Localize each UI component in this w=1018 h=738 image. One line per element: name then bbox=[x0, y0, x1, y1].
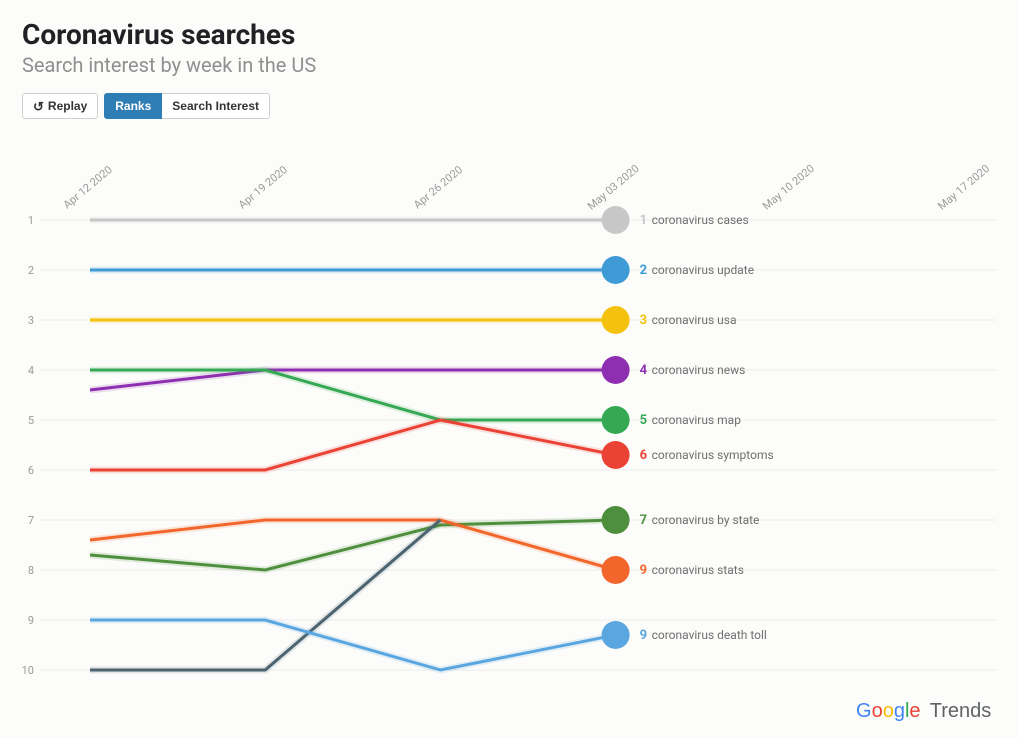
y-axis-label: 2 bbox=[28, 264, 34, 277]
y-axis-label: 5 bbox=[28, 414, 34, 427]
ranks-label: Ranks bbox=[115, 99, 151, 113]
y-axis-label: 4 bbox=[28, 364, 34, 377]
series-rank-label: 3 bbox=[640, 313, 647, 328]
replay-label: Replay bbox=[48, 99, 87, 113]
chart-container: Apr 12 2020 Apr 19 2020 Apr 26 2020 May 03 … bbox=[22, 140, 996, 700]
y-axis-label: 6 bbox=[28, 464, 34, 477]
x-axis-label: Apr 26 2020 bbox=[411, 163, 465, 211]
series-name-label: coronavirus news bbox=[652, 363, 746, 377]
series-name-label: coronavirus by state bbox=[652, 513, 760, 527]
y-axis-label: 10 bbox=[22, 664, 34, 677]
series-rank-label: 2 bbox=[640, 263, 647, 278]
series-end-marker bbox=[602, 441, 630, 469]
series-name-label: coronavirus stats bbox=[652, 563, 744, 577]
series-rank-label: 9 bbox=[640, 563, 647, 578]
replay-icon: ↺ bbox=[33, 100, 44, 113]
controls-bar: ↺ Replay Ranks Search Interest bbox=[0, 85, 1018, 119]
series-end-marker bbox=[602, 556, 630, 584]
series-line bbox=[90, 620, 616, 670]
google-trends-logo: Google Trends bbox=[856, 697, 996, 728]
series-name-label: coronavirus update bbox=[652, 263, 755, 277]
series-rank-label: 1 bbox=[640, 213, 647, 228]
y-axis-label: 9 bbox=[28, 614, 34, 627]
search-interest-label: Search Interest bbox=[172, 99, 259, 113]
series-name-label: coronavirus death toll bbox=[652, 628, 767, 642]
x-axis-label: Apr 19 2020 bbox=[236, 163, 290, 211]
header: Coronavirus searches Search interest by … bbox=[0, 0, 1018, 85]
x-axis-label: May 17 2020 bbox=[935, 162, 992, 213]
search-interest-tab[interactable]: Search Interest bbox=[162, 93, 270, 119]
series-end-marker bbox=[602, 306, 630, 334]
bump-chart: Apr 12 2020 Apr 19 2020 Apr 26 2020 May 03 … bbox=[22, 140, 996, 700]
series-rank-label: 7 bbox=[640, 513, 647, 528]
svg-text:Google Trends: Google Trends bbox=[856, 700, 991, 722]
series-end-marker bbox=[602, 506, 630, 534]
series-end-marker bbox=[602, 356, 630, 384]
series-halo bbox=[90, 520, 440, 670]
x-axis-label: May 03 2020 bbox=[585, 162, 642, 213]
replay-button[interactable]: ↺ Replay bbox=[22, 93, 98, 119]
series-end-marker bbox=[602, 621, 630, 649]
series-end-marker bbox=[602, 406, 630, 434]
y-axis-label: 1 bbox=[28, 214, 34, 227]
series-end-marker bbox=[602, 256, 630, 284]
series-rank-label: 5 bbox=[640, 413, 647, 428]
page-title: Coronavirus searches bbox=[22, 18, 996, 51]
series-rank-label: 4 bbox=[640, 363, 648, 378]
x-axis-label: Apr 12 2020 bbox=[61, 163, 115, 211]
y-axis-label: 3 bbox=[28, 314, 34, 327]
series-rank-label: 6 bbox=[640, 448, 648, 463]
x-axis-label: May 10 2020 bbox=[760, 162, 817, 213]
y-axis-label: 8 bbox=[28, 564, 34, 577]
ranks-tab[interactable]: Ranks bbox=[104, 93, 162, 119]
series-name-label: coronavirus symptoms bbox=[652, 448, 774, 462]
series-name-label: coronavirus usa bbox=[652, 313, 737, 327]
series-name-label: coronavirus cases bbox=[652, 213, 749, 227]
series-line bbox=[90, 520, 440, 670]
series-end-marker bbox=[602, 206, 630, 234]
series-name-label: coronavirus map bbox=[652, 413, 742, 427]
series-rank-label: 9 bbox=[640, 628, 647, 643]
series-line bbox=[90, 420, 616, 470]
page-subtitle: Search interest by week in the US bbox=[22, 53, 996, 77]
y-axis-label: 7 bbox=[28, 514, 34, 527]
